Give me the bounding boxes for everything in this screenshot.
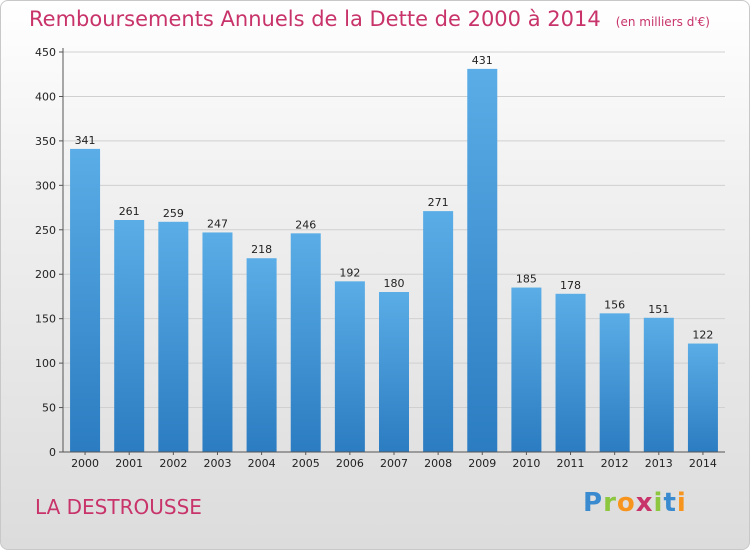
logo-letter: r — [603, 488, 617, 518]
logo-letter: o — [616, 488, 636, 518]
logo-letter: i — [653, 488, 664, 518]
x-tick-label: 2004 — [248, 457, 276, 470]
bar — [687, 343, 718, 452]
data-label: 247 — [207, 217, 228, 230]
y-tick-label: 100 — [35, 357, 56, 370]
bar — [423, 211, 454, 452]
data-label: 180 — [384, 277, 405, 290]
bar — [599, 313, 630, 452]
y-tick-label: 200 — [35, 268, 56, 281]
bar — [290, 233, 321, 452]
data-label: 259 — [163, 207, 184, 220]
bar — [467, 68, 498, 452]
x-tick-label: 2013 — [645, 457, 673, 470]
x-tick-label: 2002 — [159, 457, 187, 470]
bar — [158, 221, 189, 452]
x-tick-label: 2001 — [115, 457, 143, 470]
data-label: 261 — [119, 205, 140, 218]
x-tick-label: 2009 — [468, 457, 496, 470]
y-tick-label: 350 — [35, 135, 56, 148]
data-label: 185 — [516, 273, 537, 286]
data-label: 122 — [692, 329, 713, 342]
y-tick-label: 300 — [35, 179, 56, 192]
logo-letter: i — [676, 488, 687, 518]
x-tick-label: 2010 — [512, 457, 540, 470]
data-label: 151 — [648, 303, 669, 316]
bar — [202, 232, 233, 452]
data-label: 341 — [75, 134, 96, 147]
logo-letter: x — [635, 488, 654, 518]
y-tick-label: 450 — [35, 46, 56, 59]
bar — [643, 317, 674, 452]
chart-title-block: Remboursements Annuels de la Dette de 20… — [29, 7, 710, 31]
bar — [334, 281, 365, 452]
data-label: 246 — [295, 218, 316, 231]
data-label: 156 — [604, 298, 625, 311]
x-tick-label: 2006 — [336, 457, 364, 470]
bar — [70, 148, 101, 452]
commune-name: LA DESTROUSSE — [35, 495, 202, 519]
data-label: 192 — [339, 266, 360, 279]
x-tick-label: 2007 — [380, 457, 408, 470]
bar — [379, 292, 409, 452]
bar — [114, 220, 145, 452]
x-tick-label: 2000 — [71, 457, 99, 470]
logo-letter: t — [663, 488, 677, 518]
logo-letter: P — [583, 488, 604, 518]
y-tick-label: 0 — [49, 446, 56, 459]
x-tick-label: 2003 — [203, 457, 231, 470]
bar — [511, 287, 542, 452]
y-tick-label: 150 — [35, 313, 56, 326]
y-tick-label: 400 — [35, 90, 56, 103]
chart-unit: (en milliers d'€) — [615, 15, 710, 29]
proxiti-logo: Proxiti — [583, 488, 687, 518]
data-label: 178 — [560, 279, 581, 292]
data-label: 271 — [428, 196, 449, 209]
x-tick-label: 2011 — [557, 457, 585, 470]
data-label: 431 — [472, 54, 493, 67]
x-tick-label: 2005 — [292, 457, 320, 470]
x-tick-label: 2008 — [424, 457, 452, 470]
data-label: 218 — [251, 243, 272, 256]
chart-title: Remboursements Annuels de la Dette de 20… — [29, 7, 601, 31]
bar — [246, 258, 277, 452]
bar — [555, 293, 586, 452]
x-tick-label: 2012 — [601, 457, 629, 470]
y-tick-label: 250 — [35, 224, 56, 237]
x-tick-label: 2014 — [689, 457, 717, 470]
y-tick-label: 50 — [42, 402, 56, 415]
